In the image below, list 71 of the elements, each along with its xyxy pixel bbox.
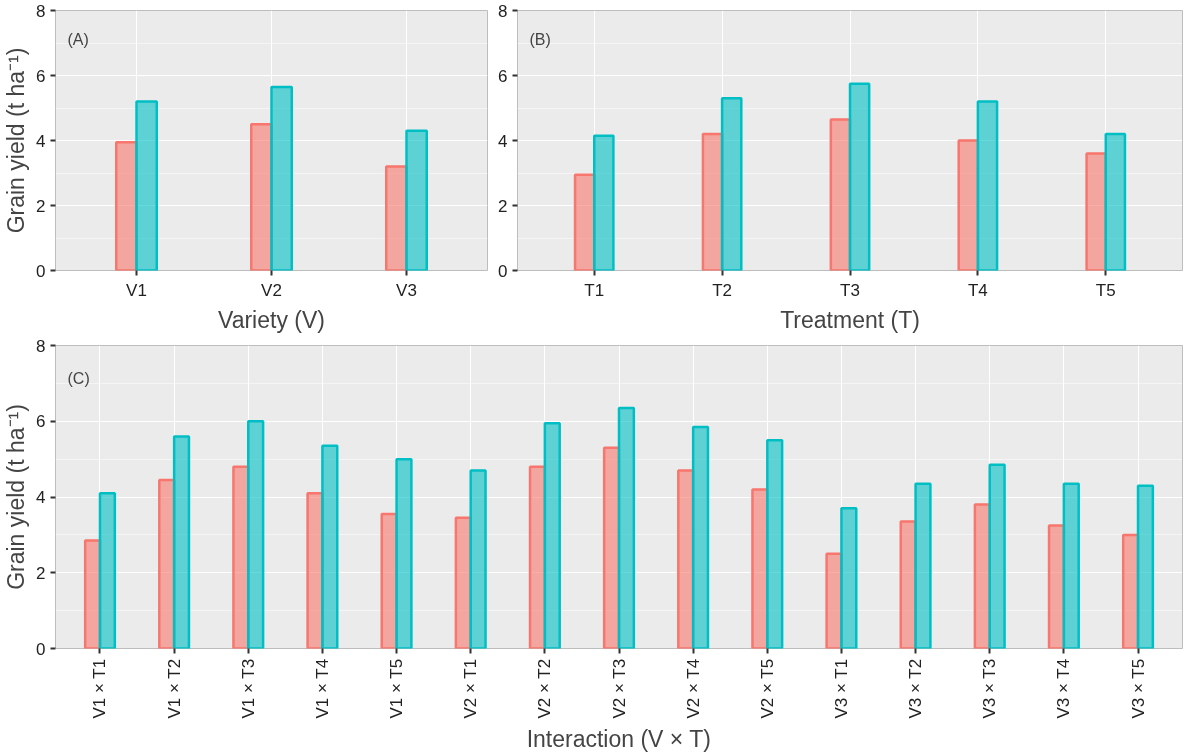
x-tick-label: V2 bbox=[261, 280, 282, 300]
x-tick-label: T5 bbox=[1095, 280, 1116, 300]
bar bbox=[848, 82, 871, 271]
bar bbox=[914, 482, 932, 649]
annotation: (C) bbox=[67, 369, 90, 387]
bar bbox=[976, 100, 999, 271]
y-tick-label: 4 bbox=[498, 131, 508, 151]
bar bbox=[247, 420, 265, 649]
y-tick-label: 0 bbox=[36, 639, 46, 659]
x-tick-label: T2 bbox=[712, 280, 733, 300]
bar bbox=[469, 469, 487, 649]
y-tick-label: 6 bbox=[36, 412, 46, 432]
bar bbox=[691, 425, 710, 649]
bar bbox=[270, 85, 293, 271]
bar bbox=[720, 97, 743, 271]
x-tick-label: V2 × T3 bbox=[609, 658, 629, 719]
annotation: (B) bbox=[529, 31, 551, 49]
x-tick-label: V3 × T5 bbox=[1128, 658, 1148, 719]
x-tick-label: T3 bbox=[840, 280, 860, 300]
bar bbox=[1104, 132, 1127, 271]
y-tick-label: 4 bbox=[36, 131, 46, 151]
bar bbox=[840, 507, 858, 649]
x-axis-title: Variety (V) bbox=[218, 306, 325, 333]
x-tick-label: V1 bbox=[126, 280, 147, 300]
bar bbox=[592, 134, 615, 271]
x-tick-label: T1 bbox=[584, 280, 605, 300]
x-tick-label: V3 bbox=[396, 280, 417, 300]
bar bbox=[1085, 152, 1108, 271]
x-tick-label: V2 × T4 bbox=[683, 658, 703, 719]
y-tick-label: 6 bbox=[498, 66, 508, 86]
annotation: (A) bbox=[67, 31, 89, 49]
y-tick-label: 8 bbox=[36, 1, 46, 21]
y-axis-title: Grain yield (t ha⁻¹) bbox=[3, 47, 30, 234]
x-axis-title: Treatment (T) bbox=[780, 306, 920, 333]
y-tick-label: 4 bbox=[36, 488, 46, 507]
y-axis-title: Grain yield (t ha⁻¹) bbox=[3, 404, 30, 590]
y-tick-label: 0 bbox=[498, 261, 508, 281]
bar bbox=[957, 139, 980, 271]
x-tick-label: V1 × T5 bbox=[387, 658, 407, 719]
x-tick-label: V2 × T2 bbox=[535, 658, 555, 719]
y-tick-label: 6 bbox=[36, 66, 46, 86]
x-tick-label: T4 bbox=[967, 280, 988, 300]
x-tick-label: V1 × T3 bbox=[238, 658, 258, 719]
y-tick-label: 8 bbox=[498, 1, 508, 21]
bar bbox=[988, 463, 1006, 649]
x-tick-label: V2 × T1 bbox=[461, 658, 481, 719]
x-tick-label: V3 × T3 bbox=[980, 658, 1000, 719]
bar bbox=[766, 438, 784, 649]
bar bbox=[321, 444, 339, 649]
x-tick-label: V2 × T5 bbox=[757, 658, 777, 719]
x-tick-label: V1 × T1 bbox=[90, 658, 110, 719]
bar bbox=[1136, 484, 1155, 649]
x-tick-label: V1 × T2 bbox=[164, 658, 184, 719]
bar bbox=[395, 457, 413, 649]
y-tick-label: 2 bbox=[36, 563, 46, 583]
bar bbox=[1062, 482, 1080, 649]
bar bbox=[98, 491, 117, 649]
x-axis-title: Interaction (V × T) bbox=[526, 725, 711, 752]
bar bbox=[543, 421, 561, 649]
bar bbox=[172, 435, 191, 649]
x-tick-label: V1 × T4 bbox=[312, 658, 332, 719]
x-tick-label: V3 × T4 bbox=[1054, 658, 1074, 719]
bar bbox=[135, 100, 158, 271]
bar bbox=[405, 129, 428, 271]
x-tick-label: V3 × T2 bbox=[906, 658, 926, 719]
y-tick-label: 0 bbox=[36, 261, 46, 281]
y-tick-label: 2 bbox=[36, 196, 46, 216]
y-tick-label: 2 bbox=[498, 196, 508, 216]
y-tick-label: 8 bbox=[36, 336, 46, 356]
x-tick-label: V3 × T1 bbox=[831, 658, 851, 719]
bar bbox=[617, 406, 636, 649]
